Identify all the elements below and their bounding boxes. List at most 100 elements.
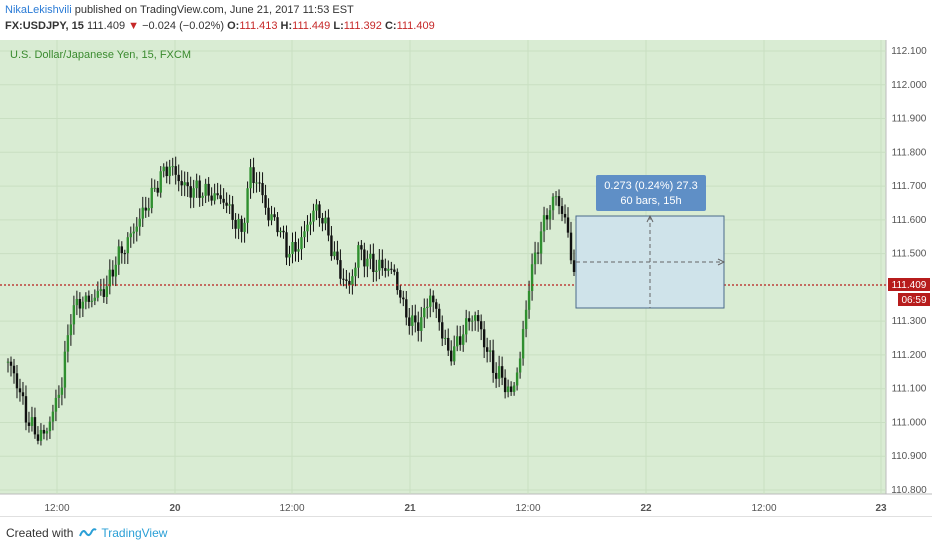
candle-body xyxy=(441,322,444,339)
candle-body xyxy=(336,251,339,261)
candle-body xyxy=(114,264,118,277)
candle-body xyxy=(219,195,222,199)
candle-body xyxy=(279,230,282,233)
candle-body xyxy=(213,193,216,201)
candle-body xyxy=(456,336,459,347)
price-tick-label: 111.300 xyxy=(892,316,927,327)
candle-body xyxy=(569,232,573,261)
candle-body xyxy=(354,267,357,277)
candle-body xyxy=(402,297,405,300)
price-tick-label: 110.800 xyxy=(891,485,927,496)
candle-body xyxy=(509,386,513,392)
candle-body xyxy=(255,182,258,184)
candle-body xyxy=(393,269,396,272)
candle-body xyxy=(488,350,492,352)
publish-text: published on TradingView.com, June 21, 2… xyxy=(74,4,354,16)
candle-body xyxy=(312,210,315,222)
candle-body xyxy=(566,217,570,233)
candle-body xyxy=(294,242,297,252)
candle-body xyxy=(318,204,321,219)
candle-body xyxy=(444,337,447,339)
plot-area[interactable] xyxy=(0,40,886,494)
candle-body xyxy=(348,280,351,286)
tradingview-label: TradingView xyxy=(101,526,168,540)
price-tick-labels: 112.100 112.000 111.900 111.800 111.700 111.6… xyxy=(891,46,927,496)
candle-body xyxy=(387,268,390,271)
candle-body xyxy=(423,307,426,318)
price-tick-label: 111.600 xyxy=(892,215,927,226)
price-tick-label: 111.100 xyxy=(892,384,927,395)
price-chart[interactable]: 112.100 112.000 111.900 111.800 111.700 111.6… xyxy=(0,40,932,516)
candle-body xyxy=(378,259,381,271)
candle-body xyxy=(467,318,471,322)
symbol-legend: FX:USDJPY, 15 111.409 ▼ −0.024 (−0.02%) … xyxy=(5,20,435,32)
candle-body xyxy=(479,321,483,330)
time-tick-label: 22 xyxy=(640,503,652,514)
candle-body xyxy=(150,187,153,209)
candle-body xyxy=(180,181,183,186)
candle-body xyxy=(168,166,171,177)
publish-info: NikaLekishvili published on TradingView.… xyxy=(5,4,354,16)
candle-body xyxy=(548,210,552,220)
tradingview-logo-icon xyxy=(79,528,98,537)
candle-body xyxy=(482,329,486,348)
candle-body xyxy=(210,195,213,201)
price-tick-label: 111.500 xyxy=(892,249,927,260)
candle-body xyxy=(63,351,67,388)
candle-body xyxy=(48,421,52,432)
candle-body xyxy=(237,218,240,229)
candle-body xyxy=(399,290,402,298)
open-label: O: xyxy=(227,20,240,32)
candle-body xyxy=(447,337,450,351)
candle-body xyxy=(369,253,372,259)
tradingview-link[interactable]: TradingView xyxy=(79,526,167,540)
measure-tool[interactable]: 0.273 (0.24%) 27.3 60 bars, 15h xyxy=(575,175,726,309)
candle-body xyxy=(111,269,115,277)
candle-body xyxy=(36,434,40,441)
candle-body xyxy=(476,315,480,322)
candle-body xyxy=(270,214,273,221)
candle-body xyxy=(333,251,336,257)
candle-body xyxy=(171,166,174,168)
candle-body xyxy=(165,166,168,177)
candle-body xyxy=(15,373,19,389)
grid xyxy=(0,40,886,494)
candle-body xyxy=(491,350,495,373)
candle-body xyxy=(450,350,453,362)
candle-body xyxy=(147,208,150,211)
time-axis[interactable] xyxy=(0,494,932,516)
candle-body xyxy=(375,270,378,272)
close-value: 111.409 xyxy=(396,20,435,32)
price-axis[interactable] xyxy=(886,40,932,494)
price-tick-label: 110.900 xyxy=(891,451,927,462)
candle-body xyxy=(75,298,79,306)
candle-body xyxy=(45,431,49,434)
candle-body xyxy=(117,246,121,265)
candle-body xyxy=(288,254,291,258)
candle-body xyxy=(417,322,420,331)
candle-body xyxy=(503,377,507,393)
candle-body xyxy=(494,372,498,379)
candle-body xyxy=(54,397,58,412)
candle-body xyxy=(300,237,303,250)
candle-body xyxy=(183,182,186,186)
measure-line2: 60 bars, 15h xyxy=(620,195,681,207)
candle-body xyxy=(464,318,468,335)
candle-body xyxy=(126,237,129,254)
candle-body xyxy=(258,182,261,184)
candle-body xyxy=(42,429,46,434)
instrument-label: U.S. Dollar/Japanese Yen, 15, FXCM xyxy=(10,49,191,61)
candle-body xyxy=(273,214,276,218)
open-value: 111.413 xyxy=(239,20,278,32)
low-value: 111.392 xyxy=(343,20,382,32)
price-tick-label: 112.000 xyxy=(891,80,927,91)
candle-body xyxy=(252,167,255,184)
candle-body xyxy=(429,295,432,307)
candle-body xyxy=(536,252,540,254)
candle-body xyxy=(521,329,525,359)
candle-body xyxy=(285,232,288,258)
candle-body xyxy=(515,372,519,386)
candle-body xyxy=(309,221,312,225)
author-link[interactable]: NikaLekishvili xyxy=(5,4,72,16)
candle-body xyxy=(396,271,399,291)
